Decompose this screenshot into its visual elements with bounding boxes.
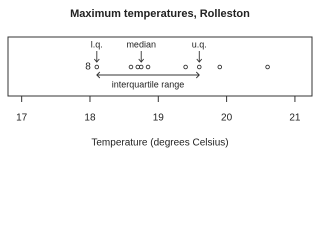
range-head-right <box>195 71 200 79</box>
range-head-left <box>96 71 101 79</box>
arrow-head <box>93 58 100 63</box>
data-point <box>94 64 100 70</box>
annotation-label: median <box>126 39 156 49</box>
annotation-label: l.q. <box>91 39 103 49</box>
plot-frame <box>7 36 313 97</box>
arrow-head <box>138 58 145 63</box>
annotation-label: u.q. <box>192 39 207 49</box>
chart: Maximum temperatures, Rolleston Temperat… <box>7 8 313 149</box>
x-axis-label: Temperature (degrees Celsius) <box>91 138 228 149</box>
chart-title: Maximum temperatures, Rolleston <box>70 8 250 20</box>
data-point <box>217 64 223 70</box>
arrow-head <box>196 58 203 63</box>
data-point <box>265 64 270 70</box>
data-point <box>183 64 188 70</box>
x-tick-label: 20 <box>221 113 233 124</box>
range-label: interquartile range <box>112 79 185 89</box>
side-label: 8 <box>85 62 91 73</box>
x-tick-label: 18 <box>84 113 96 124</box>
x-tick-label: 19 <box>153 113 165 124</box>
data-point <box>128 64 134 70</box>
data-point <box>197 64 202 70</box>
x-tick-label: 17 <box>16 113 28 124</box>
data-point <box>145 64 151 70</box>
x-tick-label: 21 <box>289 113 301 124</box>
data-point <box>138 64 144 70</box>
